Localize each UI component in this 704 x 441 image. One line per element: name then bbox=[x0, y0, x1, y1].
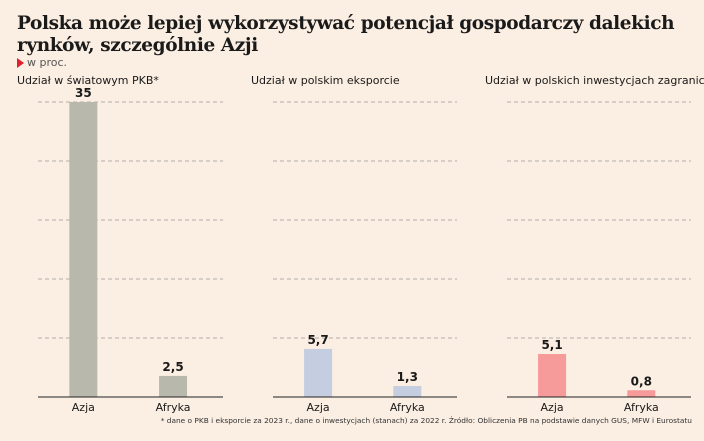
category-label: Afryka bbox=[624, 401, 659, 414]
panel-title: Udział w polskich inwestycjach zagranicz… bbox=[485, 74, 704, 87]
category-label: Azja bbox=[72, 401, 95, 414]
data-label: 0,8 bbox=[631, 374, 652, 388]
footnote: * dane o PKB i eksporcie za 2023 r., dan… bbox=[160, 416, 692, 425]
category-label: Afryka bbox=[390, 401, 425, 414]
panel-title: Udział w polskim eksporcie bbox=[251, 74, 400, 87]
panel-title: Udział w światowym PKB* bbox=[17, 74, 159, 87]
data-label: 35 bbox=[75, 86, 92, 100]
data-label: 2,5 bbox=[162, 360, 183, 374]
data-label: 1,3 bbox=[397, 370, 418, 384]
bar bbox=[304, 348, 333, 397]
category-label: Azja bbox=[541, 401, 564, 414]
bar bbox=[627, 390, 656, 397]
category-label: Azja bbox=[307, 401, 330, 414]
chart-title: Polska może lepiej wykorzystywać potencj… bbox=[17, 13, 675, 56]
data-label: 5,7 bbox=[307, 333, 328, 347]
bar bbox=[159, 375, 188, 397]
bar bbox=[69, 102, 98, 397]
bar bbox=[393, 386, 422, 397]
data-label: 5,1 bbox=[541, 338, 562, 352]
triangle-marker-icon bbox=[17, 57, 24, 68]
category-label: Afryka bbox=[156, 401, 191, 414]
unit-label: w proc. bbox=[27, 56, 68, 69]
unit-note: w proc. bbox=[17, 56, 67, 69]
bar bbox=[538, 354, 567, 397]
